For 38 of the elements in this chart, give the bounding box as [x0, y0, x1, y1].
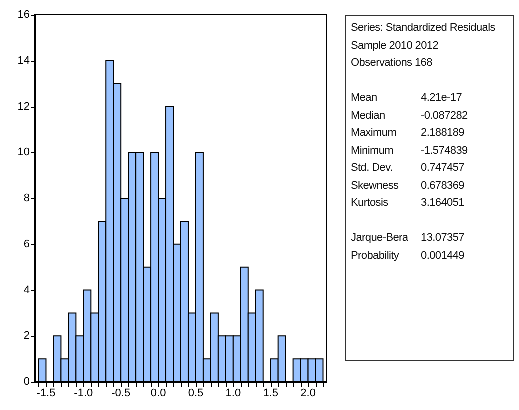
y-tick-label: 14 — [18, 54, 30, 67]
x-tick-label: 1.0 — [226, 388, 242, 400]
category-label: Maximum — [351, 126, 398, 141]
x-tick-label: 2.0 — [300, 388, 316, 400]
text: 3.164051 — [421, 197, 464, 209]
y-tick-label: 6 — [24, 238, 30, 250]
category-label: Skewness — [351, 178, 400, 194]
text: Series: Standardized Residuals — [351, 21, 496, 36]
text: 0.747457 — [421, 162, 464, 174]
text: 13.07357 — [421, 232, 464, 244]
y-tick-label: 8 — [24, 192, 30, 204]
text: 0.678369 — [421, 180, 464, 192]
text: 2.188189 — [421, 127, 464, 139]
x-tick-label: 0.0 — [150, 388, 166, 400]
category-label: Jarque-Bera — [351, 231, 410, 246]
y-tick-label: 4 — [24, 284, 30, 296]
y-tick-label: 2 — [24, 330, 30, 342]
text: 4.21e-17 — [421, 92, 462, 104]
category-label: Probability — [351, 248, 400, 264]
y-tick-label: 0 — [24, 376, 30, 388]
text: -1.574839 — [421, 144, 468, 156]
y-tick-label: 16 — [18, 9, 30, 21]
text: Observations 168 — [351, 56, 434, 71]
category-label: Median — [351, 108, 386, 124]
category-label: Std. Dev. — [351, 161, 394, 176]
x-tick-label: 0.5 — [188, 388, 204, 400]
category-label: Kurtosis — [351, 196, 390, 211]
text: -0.087282 — [421, 110, 468, 122]
x-tick-label: -1.5 — [36, 388, 56, 400]
x-tick-label: 1.5 — [263, 388, 278, 400]
category-label: Minimum — [351, 144, 395, 158]
y-tick-label: 12 — [18, 100, 30, 113]
category-label: Mean — [351, 91, 378, 106]
x-tick-label: -1.0 — [74, 388, 94, 400]
x-tick-label: -0.5 — [112, 388, 131, 400]
text: 0.001449 — [421, 250, 464, 262]
y-tick-label: 10 — [18, 146, 30, 159]
text: Sample 2010 2012 — [351, 38, 440, 54]
